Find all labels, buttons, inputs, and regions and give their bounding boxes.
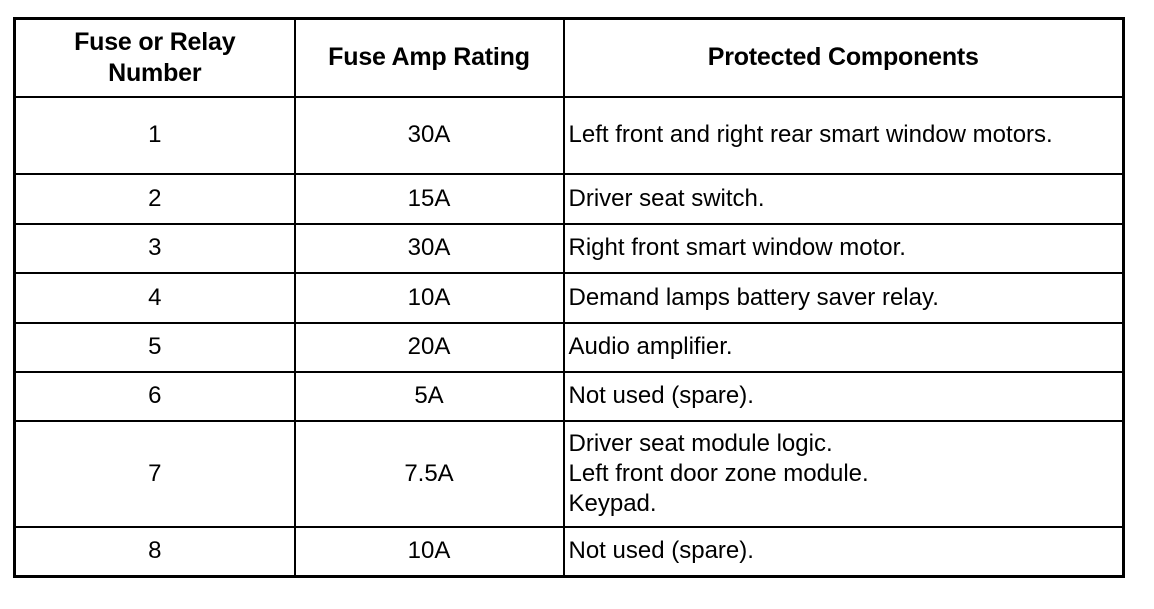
amp-rating-cell: 7.5A	[293, 419, 565, 528]
fuse-number-cell: 5	[13, 321, 296, 373]
table-row: 4 10A Demand lamps battery saver relay.	[13, 271, 1125, 324]
table-row: 5 20A Audio amplifier.	[13, 321, 1125, 373]
fuse-number-cell: 3	[13, 222, 296, 274]
header-fuse-amp-rating: Fuse Amp Rating	[293, 17, 565, 98]
header-fuse-or-relay-number: Fuse or Relay Number	[13, 17, 296, 98]
protected-components-cell: Driver seat module logic. Left front doo…	[562, 419, 1125, 528]
protected-components-cell: Not used (spare).	[562, 525, 1125, 578]
protected-components-cell: Driver seat switch.	[562, 172, 1125, 225]
protected-components-cell: Demand lamps battery saver relay.	[562, 271, 1125, 324]
amp-rating-cell: 15A	[293, 172, 565, 225]
amp-rating-cell: 10A	[293, 525, 565, 578]
protected-components-cell: Not used (spare).	[562, 370, 1125, 422]
fuse-table: Fuse or Relay Number Fuse Amp Rating Pro…	[13, 17, 1125, 578]
fuse-table-header: Fuse or Relay Number Fuse Amp Rating Pro…	[13, 17, 1125, 98]
fuse-number-cell: 6	[13, 370, 296, 422]
protected-components-cell: Right front smart window motor.	[562, 222, 1125, 274]
fuse-number-cell: 2	[13, 172, 296, 225]
table-row: 3 30A Right front smart window motor.	[13, 222, 1125, 274]
table-row: 6 5A Not used (spare).	[13, 370, 1125, 422]
table-row: 7 7.5A Driver seat module logic. Left fr…	[13, 419, 1125, 528]
amp-rating-cell: 30A	[293, 95, 565, 175]
fuse-number-cell: 8	[13, 525, 296, 578]
header-fuse-or-relay-number-label: Fuse or Relay Number	[74, 27, 236, 87]
table-row: 2 15A Driver seat switch.	[13, 172, 1125, 225]
fuse-number-cell: 4	[13, 271, 296, 324]
amp-rating-cell: 30A	[293, 222, 565, 274]
fuse-number-cell: 7	[13, 419, 296, 528]
fuse-table-body: 1 30A Left front and right rear smart wi…	[13, 95, 1125, 578]
header-protected-components: Protected Components	[562, 17, 1125, 98]
amp-rating-cell: 5A	[293, 370, 565, 422]
amp-rating-cell: 10A	[293, 271, 565, 324]
protected-components-cell: Left front and right rear smart window m…	[562, 95, 1125, 175]
fuse-number-cell: 1	[13, 95, 296, 175]
amp-rating-cell: 20A	[293, 321, 565, 373]
header-row: Fuse or Relay Number Fuse Amp Rating Pro…	[13, 17, 1125, 98]
protected-components-cell: Audio amplifier.	[562, 321, 1125, 373]
table-row: 8 10A Not used (spare).	[13, 525, 1125, 578]
table-row: 1 30A Left front and right rear smart wi…	[13, 95, 1125, 175]
